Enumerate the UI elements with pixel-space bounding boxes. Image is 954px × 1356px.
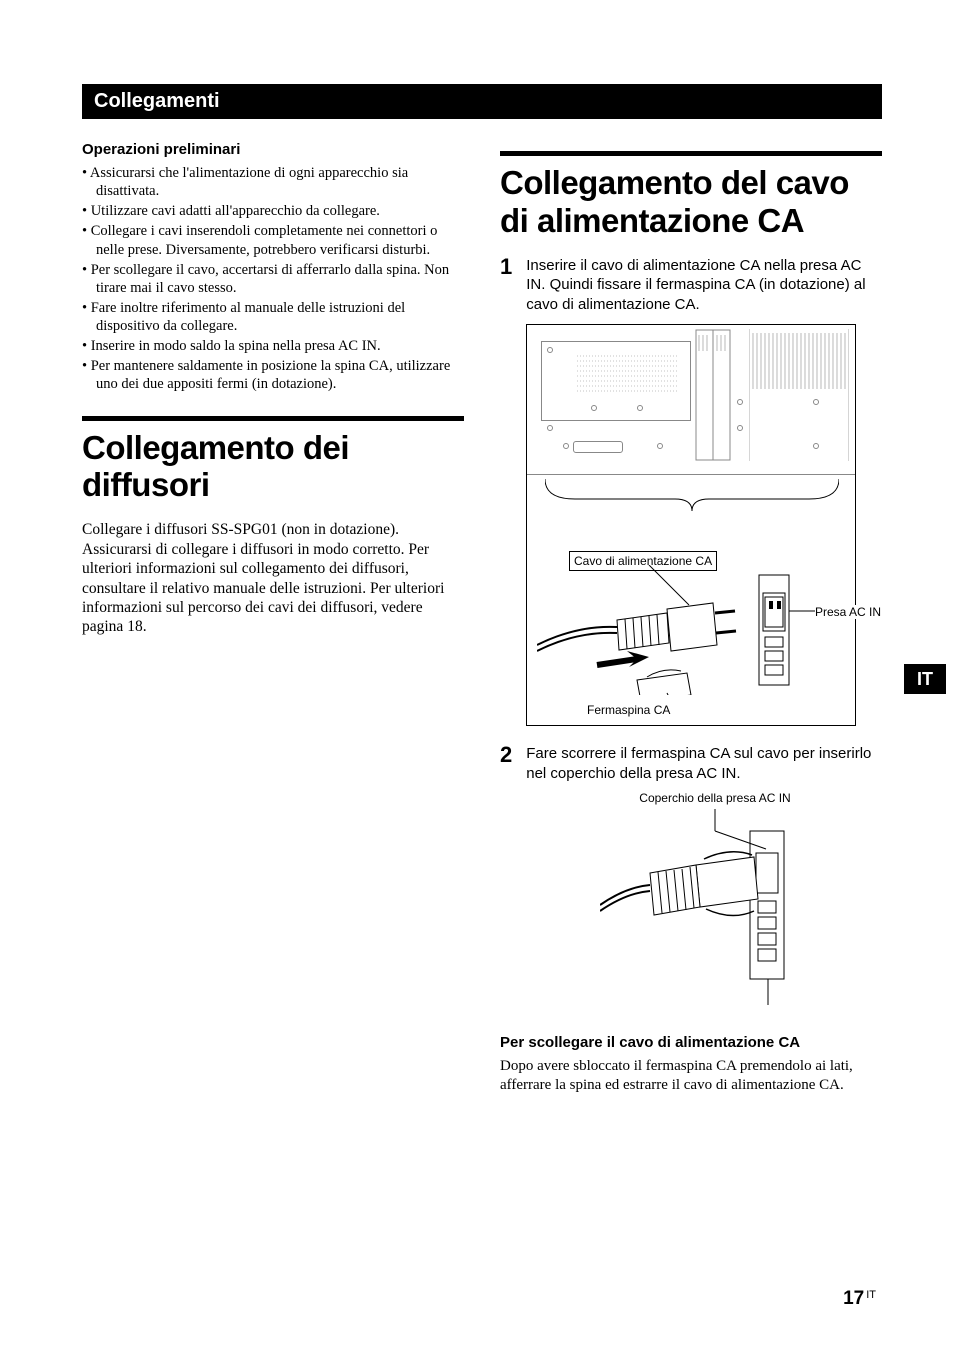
figure-2: Coperchio della presa AC IN [600,791,830,1014]
label-socket: Presa AC IN [815,605,881,619]
step-2: 2 Fare scorrere il fermaspina CA sul cav… [500,744,882,783]
language-side-tab: IT [904,664,946,694]
speakers-heading: Collegamento dei diffusori [82,429,464,505]
disconnect-paragraph: Dopo avere sbloccato il fermaspina CA pr… [500,1057,882,1095]
preliminary-heading: Operazioni preliminari [82,141,464,158]
page-number: 17IT [843,1288,876,1310]
figure-2-label: Coperchio della presa AC IN [600,791,830,805]
figure-1: Cavo di alimentazione CA [526,324,856,726]
preliminary-bullet-list: Assicurarsi che l'alimentazione di ogni … [82,164,464,394]
speakers-paragraph: Collegare i diffusori SS-SPG01 (non in d… [82,520,464,636]
bullet-item: Per mantenere saldamente in posizione la… [82,357,464,393]
bullet-item: Per scollegare il cavo, accertarsi di af… [82,261,464,297]
thick-rule [500,151,882,156]
figure-1-rear-panel [527,325,855,475]
bullet-item: Assicurarsi che l'alimentazione di ogni … [82,164,464,200]
left-column: Operazioni preliminari Assicurarsi che l… [82,141,464,1109]
section-header-bar: Collegamenti [82,84,882,119]
step-text: Fare scorrere il fermaspina CA sul cavo … [526,744,882,783]
bullet-item: Utilizzare cavi adatti all'apparecchio d… [82,202,464,220]
step-1: 1 Inserire il cavo di alimentazione CA n… [500,256,882,315]
step-number: 1 [500,256,512,315]
two-column-layout: Operazioni preliminari Assicurarsi che l… [82,141,882,1109]
power-heading: Collegamento del cavo di alimentazione C… [500,164,882,240]
step-text: Inserire il cavo di alimentazione CA nel… [526,256,882,315]
thick-rule [82,416,464,421]
page-number-value: 17 [843,1288,864,1309]
right-column: Collegamento del cavo di alimentazione C… [500,141,882,1109]
label-holder: Fermaspina CA [587,703,670,717]
figure-1-plug-detail: Cavo di alimentazione CA [527,475,855,725]
page-number-suffix: IT [866,1289,876,1301]
bullet-item: Fare inoltre riferimento al manuale dell… [82,299,464,335]
bullet-item: Inserire in modo saldo la spina nella pr… [82,337,464,355]
step-number: 2 [500,744,512,783]
disconnect-heading: Per scollegare il cavo di alimentazione … [500,1034,882,1051]
bullet-item: Collegare i cavi inserendoli completamen… [82,222,464,258]
